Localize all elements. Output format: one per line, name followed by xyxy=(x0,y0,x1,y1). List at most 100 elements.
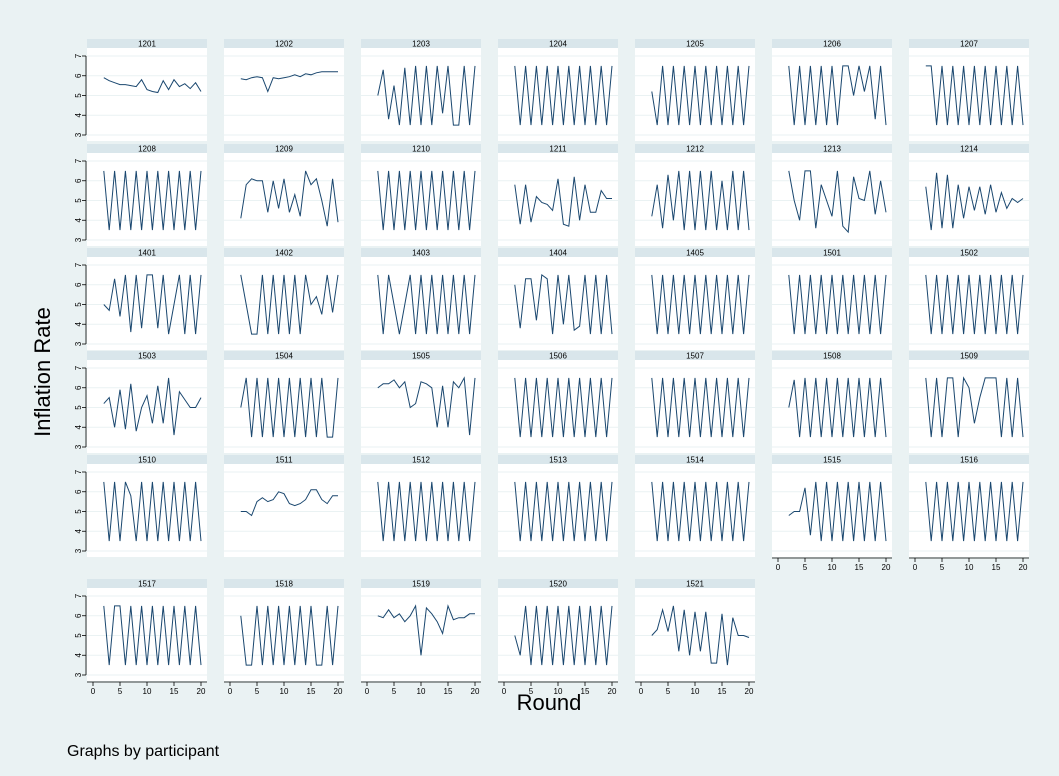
series-line xyxy=(514,176,612,227)
panel-header xyxy=(361,248,481,257)
panel-plot-area xyxy=(635,464,755,557)
panel-plot-area xyxy=(224,48,344,141)
panel-title: 1515 xyxy=(823,456,841,465)
series-line xyxy=(377,170,476,231)
panel: 1404 xyxy=(498,248,618,350)
panel-plot-area xyxy=(635,257,755,350)
x-tick-label: 10 xyxy=(965,563,974,572)
y-tick-label: 4 xyxy=(74,424,83,429)
panels-group: 1201 3 4 5 6 7 1202 1203 1204 1205 1206 1207 1208 3 4 5… xyxy=(74,39,1029,696)
panel-title: 1402 xyxy=(275,249,293,258)
series-line xyxy=(514,65,613,126)
panel-title: 1514 xyxy=(686,456,704,465)
x-tick-label: 10 xyxy=(417,687,426,696)
panel: 1209 xyxy=(224,144,344,246)
panel-plot-area xyxy=(772,360,892,453)
panel-plot-area xyxy=(909,464,1029,557)
x-tick-label: 0 xyxy=(776,563,781,572)
series-line xyxy=(240,377,339,438)
panel: 1508 xyxy=(772,351,892,453)
panel-title: 1404 xyxy=(549,249,567,258)
x-tick-label: 0 xyxy=(639,687,644,696)
panel-plot-area xyxy=(224,360,344,453)
y-tick-label: 4 xyxy=(74,321,83,326)
panel-header xyxy=(87,351,207,360)
panel-header xyxy=(87,248,207,257)
panel-title: 1507 xyxy=(686,352,704,361)
panel-title: 1510 xyxy=(138,456,156,465)
series-line xyxy=(788,274,887,335)
panel-title: 1506 xyxy=(549,352,567,361)
panel: 1203 xyxy=(361,39,481,141)
y-tick-label: 7 xyxy=(74,158,83,163)
y-tick-label: 5 xyxy=(74,302,83,307)
x-tick-label: 20 xyxy=(608,687,617,696)
panel-header xyxy=(87,579,207,588)
panel-title: 1403 xyxy=(412,249,430,258)
panel-title: 1517 xyxy=(138,580,156,589)
panel-title: 1503 xyxy=(138,352,156,361)
panel-plot-area xyxy=(361,257,481,350)
panel: 1505 xyxy=(361,351,481,453)
panel-header xyxy=(635,455,755,464)
panel: 1512 xyxy=(361,455,481,557)
panel-plot-area xyxy=(635,360,755,453)
x-tick-label: 10 xyxy=(691,687,700,696)
x-tick-label: 0 xyxy=(91,687,96,696)
panel: 1515 0 5 10 15 20 xyxy=(772,455,892,572)
panel-header xyxy=(635,351,755,360)
panel-header xyxy=(224,579,344,588)
y-tick-label: 6 xyxy=(74,73,83,78)
series-line xyxy=(514,273,613,335)
panel-header xyxy=(224,351,344,360)
x-tick-label: 15 xyxy=(581,687,590,696)
panel-title: 1205 xyxy=(686,40,704,49)
panel-header xyxy=(909,455,1029,464)
panel: 1201 3 4 5 6 7 xyxy=(74,39,207,141)
x-tick-label: 10 xyxy=(554,687,563,696)
panel-plot-area xyxy=(498,257,618,350)
panel-plot-area xyxy=(772,464,892,557)
panel-title: 1504 xyxy=(275,352,293,361)
panel-plot-area xyxy=(87,153,207,246)
panel: 1510 3 4 5 6 7 xyxy=(74,455,207,557)
y-tick-label: 5 xyxy=(74,405,83,410)
series-line xyxy=(925,376,1024,438)
panel-header xyxy=(909,351,1029,360)
panel-header xyxy=(87,144,207,153)
x-tick-label: 5 xyxy=(940,563,945,572)
panel-plot-area xyxy=(635,153,755,246)
y-tick-label: 6 xyxy=(74,613,83,618)
series-line xyxy=(240,489,338,517)
y-tick-label: 6 xyxy=(74,282,83,287)
panel: 1214 xyxy=(909,144,1029,246)
panel-plot-area xyxy=(87,48,207,141)
panel-title: 1502 xyxy=(960,249,978,258)
panel-header xyxy=(87,39,207,48)
panel: 1207 xyxy=(909,39,1029,141)
panel: 1504 xyxy=(224,351,344,453)
panel-title: 1209 xyxy=(275,145,293,154)
x-tick-label: 20 xyxy=(882,563,891,572)
panel-plot-area xyxy=(635,48,755,141)
y-tick-label: 7 xyxy=(74,53,83,58)
y-tick-label: 4 xyxy=(74,217,83,222)
y-tick-label: 3 xyxy=(74,341,83,346)
panel-plot-area xyxy=(87,360,207,453)
y-tick-label: 7 xyxy=(74,469,83,474)
panel-title: 1211 xyxy=(549,145,567,154)
y-tick-label: 3 xyxy=(74,672,83,677)
series-line xyxy=(788,377,887,438)
panel: 1502 xyxy=(909,248,1029,350)
series-line xyxy=(240,605,339,666)
panel-title: 1508 xyxy=(823,352,841,361)
panel-header xyxy=(909,144,1029,153)
x-tick-label: 5 xyxy=(666,687,671,696)
panel-plot-area xyxy=(224,464,344,557)
panel-header xyxy=(498,248,618,257)
panel-title: 1204 xyxy=(549,40,567,49)
panel-plot-area xyxy=(498,48,618,141)
series-line xyxy=(240,274,339,335)
series-line xyxy=(377,274,476,335)
